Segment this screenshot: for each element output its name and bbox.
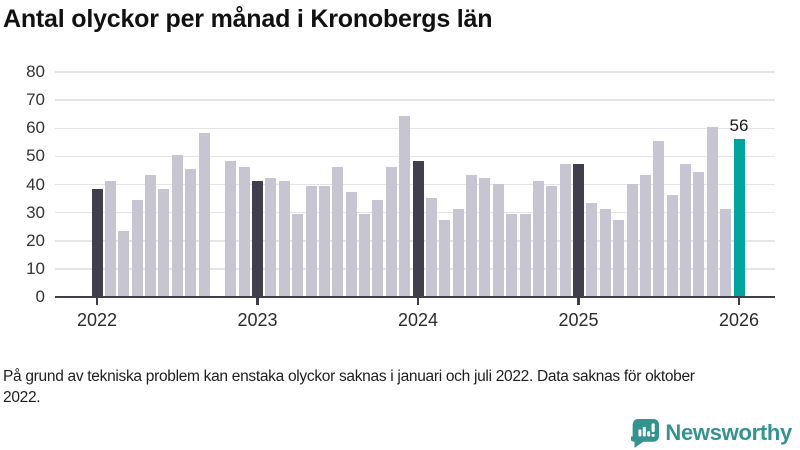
x-axis-year-label: 2026 xyxy=(718,310,760,330)
x-axis-year-label: 2025 xyxy=(558,310,599,330)
bar-2025-06 xyxy=(639,175,651,296)
bar-2023-10 xyxy=(372,200,384,296)
y-axis-tick-label: 40 xyxy=(26,174,45,194)
bar-2025-01 xyxy=(573,163,584,296)
bar-2022-11 xyxy=(225,161,237,296)
y-axis-tick-label: 20 xyxy=(26,230,45,250)
bar-2024-10 xyxy=(532,180,544,296)
newsworthy-logo: Newsworthy xyxy=(629,417,792,448)
bar-2022-01 xyxy=(91,189,103,296)
gridline xyxy=(55,155,775,158)
bar-2025-09 xyxy=(680,163,691,296)
y-axis-tick-label: 0 xyxy=(35,287,45,306)
bar-2023-01 xyxy=(252,180,263,296)
bar-2022-08 xyxy=(185,169,197,296)
bar-2026-01 xyxy=(733,138,745,296)
bar-2025-07 xyxy=(653,141,665,296)
bar-2024-04 xyxy=(452,208,464,296)
y-axis-tick-label: 60 xyxy=(26,118,45,138)
y-axis-tick-label: 80 xyxy=(26,62,45,81)
bar-2024-02 xyxy=(425,197,437,296)
x-axis-year-label: 2024 xyxy=(397,310,439,330)
y-axis-tick-label: 50 xyxy=(26,146,45,166)
bar-2024-03 xyxy=(439,220,451,296)
bar-2023-11 xyxy=(385,166,397,296)
bar-2023-07 xyxy=(332,166,344,296)
bar-2023-08 xyxy=(345,191,357,296)
footnote: På grund av tekniska problem kan enstaka… xyxy=(3,368,695,407)
bar-2024-06 xyxy=(479,177,491,296)
bar-2024-09 xyxy=(519,214,531,296)
x-axis-year-label: 2022 xyxy=(76,310,118,330)
bar-2022-06 xyxy=(158,189,170,296)
bar-2025-02 xyxy=(586,203,598,296)
bar-2022-02 xyxy=(104,180,116,296)
bar-2022-03 xyxy=(118,231,130,296)
bar-2023-02 xyxy=(265,177,277,296)
x-axis-tick xyxy=(256,298,259,305)
newsworthy-wordmark: Newsworthy xyxy=(665,419,792,445)
bar-2023-05 xyxy=(305,186,317,296)
bar-2024-01 xyxy=(412,161,424,296)
bar-2025-10 xyxy=(693,172,705,296)
bar-2023-12 xyxy=(399,116,411,296)
chart-title: Antal olyckor per månad i Kronobergs län xyxy=(3,5,493,33)
bar-2022-04 xyxy=(131,200,143,296)
x-axis-tick xyxy=(95,298,99,305)
x-axis-tick xyxy=(577,298,580,305)
bar-2022-05 xyxy=(145,175,156,296)
bar-2025-03 xyxy=(599,208,611,296)
gridline xyxy=(55,71,775,73)
newsworthy-icon xyxy=(629,417,660,448)
bar-2024-12 xyxy=(559,163,571,296)
bar-2024-05 xyxy=(466,175,477,296)
bar-2025-05 xyxy=(626,183,638,296)
bar-2024-07 xyxy=(492,183,504,296)
bar-2024-08 xyxy=(506,214,518,296)
bar-2023-03 xyxy=(278,180,290,296)
gridline xyxy=(55,99,775,101)
bar-2024-11 xyxy=(546,186,558,296)
gridline xyxy=(55,127,775,129)
bar-2025-11 xyxy=(706,127,718,296)
plot-area: 56 xyxy=(55,71,775,298)
bar-2025-12 xyxy=(720,208,732,296)
bar-2022-09 xyxy=(198,132,210,296)
y-axis-tick-label: 10 xyxy=(26,258,45,278)
x-axis-year-label: 2023 xyxy=(237,310,278,330)
x-axis-tick xyxy=(416,298,420,305)
bar-2023-09 xyxy=(359,214,370,296)
bar-value-label: 56 xyxy=(729,115,749,135)
bar-2022-12 xyxy=(238,166,250,296)
bar-2023-06 xyxy=(318,186,330,296)
x-axis-line xyxy=(55,295,775,298)
y-axis-tick-label: 70 xyxy=(26,90,45,110)
bar-2023-04 xyxy=(292,214,304,296)
bar-2025-08 xyxy=(666,194,678,296)
bar-2022-07 xyxy=(171,155,183,296)
x-axis-tick xyxy=(737,298,741,305)
y-axis-tick-label: 30 xyxy=(26,202,45,222)
bar-2025-04 xyxy=(613,220,625,296)
